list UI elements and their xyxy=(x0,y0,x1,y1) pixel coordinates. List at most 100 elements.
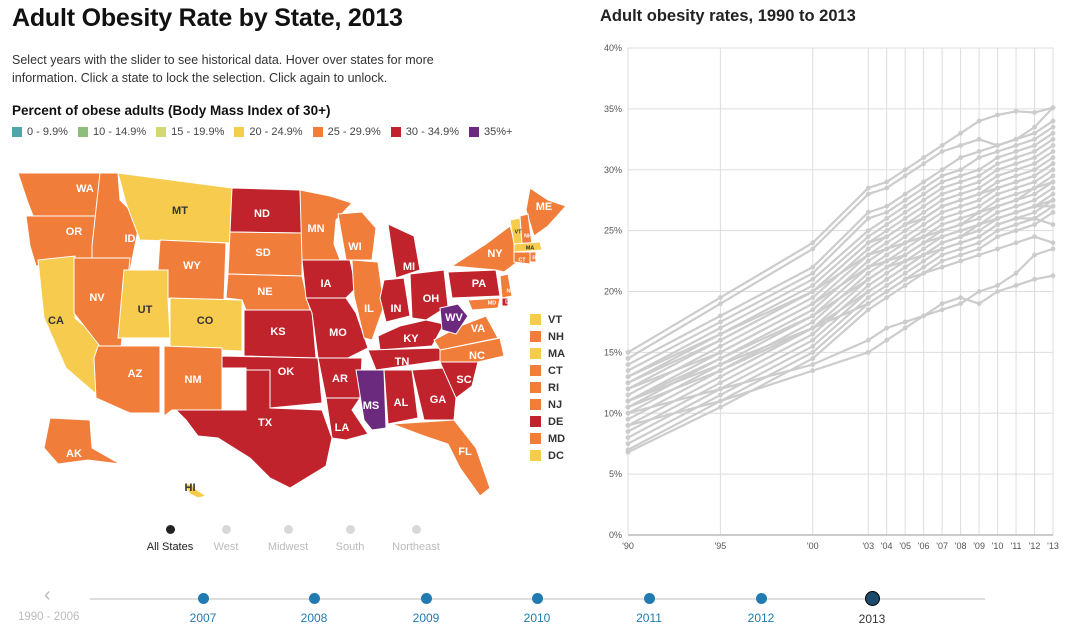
series-point[interactable] xyxy=(865,289,871,294)
series-point[interactable] xyxy=(939,301,945,307)
state-series-line[interactable] xyxy=(627,217,1054,403)
slider-stop-2012[interactable]: 2012 xyxy=(731,593,791,625)
series-point[interactable] xyxy=(810,264,816,270)
series-point[interactable] xyxy=(1050,105,1056,111)
series-point[interactable] xyxy=(1050,179,1056,185)
series-point[interactable] xyxy=(884,295,890,300)
series-point[interactable] xyxy=(625,449,631,455)
state-ga[interactable] xyxy=(411,367,457,421)
series-point[interactable] xyxy=(995,246,1000,252)
series-point[interactable] xyxy=(995,216,1000,221)
series-point[interactable] xyxy=(921,252,927,258)
series-point[interactable] xyxy=(810,331,816,337)
region-northeast[interactable]: Northeast xyxy=(376,522,456,553)
series-point[interactable] xyxy=(976,301,982,307)
series-point[interactable] xyxy=(884,283,890,288)
series-point[interactable] xyxy=(939,258,945,264)
series-point[interactable] xyxy=(717,331,723,337)
series-point[interactable] xyxy=(902,276,908,282)
state-series-line[interactable] xyxy=(627,180,1054,378)
series-point[interactable] xyxy=(625,429,631,434)
series-point[interactable] xyxy=(1013,222,1019,227)
series-point[interactable] xyxy=(625,404,631,410)
series-point[interactable] xyxy=(717,313,723,319)
series-point[interactable] xyxy=(995,191,1000,197)
series-point[interactable] xyxy=(625,435,631,440)
series-point[interactable] xyxy=(884,325,890,331)
series-point[interactable] xyxy=(1050,191,1056,197)
series-point[interactable] xyxy=(958,246,964,252)
series-point[interactable] xyxy=(902,173,908,179)
series-point[interactable] xyxy=(902,216,908,221)
series-point[interactable] xyxy=(1050,161,1056,167)
series-point[interactable] xyxy=(717,325,723,331)
series-point[interactable] xyxy=(1013,108,1019,114)
northeast-list-item[interactable]: MD xyxy=(530,430,565,447)
series-point[interactable] xyxy=(865,264,871,270)
series-point[interactable] xyxy=(625,362,631,367)
series-point[interactable] xyxy=(1050,222,1056,227)
series-point[interactable] xyxy=(1032,203,1037,209)
series-point[interactable] xyxy=(939,179,945,185)
series-point[interactable] xyxy=(865,228,871,234)
series-point[interactable] xyxy=(902,246,908,252)
series-point[interactable] xyxy=(958,173,964,179)
state-series-line[interactable] xyxy=(627,132,1054,378)
slider-stop-2007[interactable]: 2007 xyxy=(173,593,233,625)
series-point[interactable] xyxy=(921,161,927,167)
state-ia[interactable] xyxy=(301,259,357,299)
series-point[interactable] xyxy=(958,252,964,258)
series-point[interactable] xyxy=(921,234,927,240)
state-mo[interactable] xyxy=(305,297,369,361)
series-point[interactable] xyxy=(976,167,982,173)
series-point[interactable] xyxy=(958,197,964,203)
state-me[interactable] xyxy=(525,187,567,237)
series-point[interactable] xyxy=(717,295,723,300)
series-point[interactable] xyxy=(1032,197,1037,203)
series-point[interactable] xyxy=(1050,124,1056,130)
series-point[interactable] xyxy=(976,197,982,203)
slider-year-label[interactable]: 2007 xyxy=(189,611,217,625)
series-point[interactable] xyxy=(995,283,1000,288)
series-point[interactable] xyxy=(939,228,945,234)
series-point[interactable] xyxy=(865,307,871,313)
slider-stop-2010[interactable]: 2010 xyxy=(507,593,567,625)
series-point[interactable] xyxy=(902,234,908,240)
state-wv[interactable] xyxy=(439,303,469,335)
series-point[interactable] xyxy=(939,143,945,148)
series-point[interactable] xyxy=(976,289,982,294)
state-az[interactable] xyxy=(93,345,161,414)
series-point[interactable] xyxy=(1032,222,1037,227)
slider-dot[interactable] xyxy=(420,593,432,604)
state-ak[interactable] xyxy=(43,417,121,465)
series-point[interactable] xyxy=(995,112,1000,118)
series-point[interactable] xyxy=(921,228,927,234)
series-point[interactable] xyxy=(958,130,964,136)
series-point[interactable] xyxy=(884,258,890,264)
series-point[interactable] xyxy=(958,216,964,221)
series-point[interactable] xyxy=(717,349,723,355)
series-point[interactable] xyxy=(717,398,723,404)
series-point[interactable] xyxy=(1050,173,1056,179)
northeast-list-item[interactable]: DE xyxy=(530,413,565,430)
series-point[interactable] xyxy=(902,167,908,173)
series-point[interactable] xyxy=(995,234,1000,240)
series-point[interactable] xyxy=(884,228,890,234)
state-co[interactable] xyxy=(169,297,243,352)
series-point[interactable] xyxy=(865,270,871,276)
series-point[interactable] xyxy=(884,337,890,343)
series-point[interactable] xyxy=(976,136,982,142)
series-point[interactable] xyxy=(958,301,964,307)
series-point[interactable] xyxy=(810,307,816,313)
series-point[interactable] xyxy=(921,246,927,252)
series-point[interactable] xyxy=(884,276,890,282)
series-point[interactable] xyxy=(995,197,1000,203)
state-ct[interactable] xyxy=(513,251,531,265)
series-point[interactable] xyxy=(625,386,631,392)
series-point[interactable] xyxy=(1013,283,1019,288)
series-point[interactable] xyxy=(939,173,945,179)
series-point[interactable] xyxy=(958,228,964,234)
state-ok[interactable] xyxy=(221,355,323,409)
state-fl[interactable] xyxy=(391,419,491,497)
series-point[interactable] xyxy=(995,143,1000,148)
